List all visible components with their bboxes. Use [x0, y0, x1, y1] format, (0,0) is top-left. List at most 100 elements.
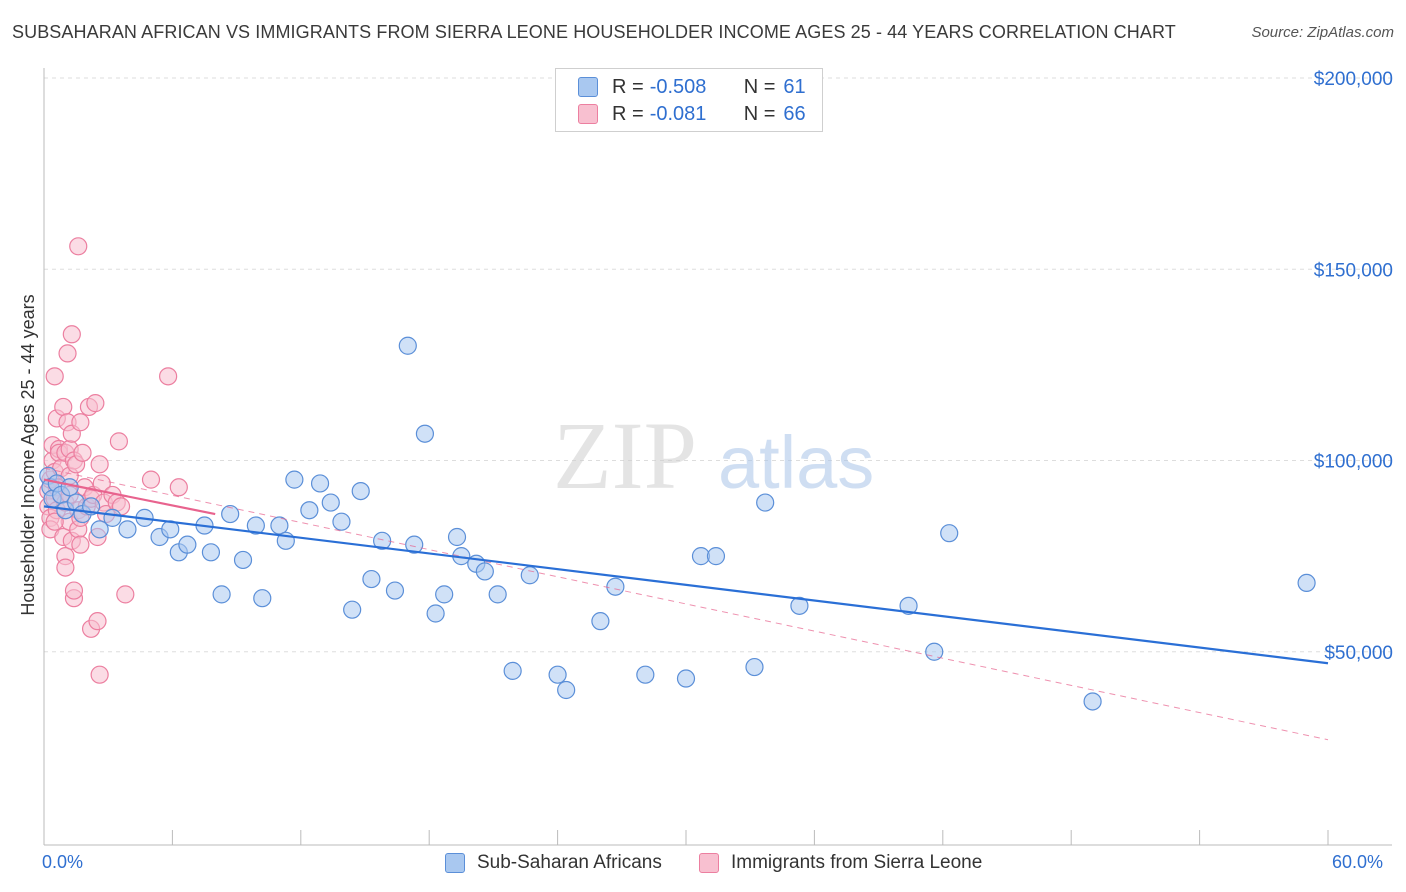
n-value: 66 — [783, 102, 806, 125]
blue-trend-line — [43, 505, 1329, 665]
blue-point — [343, 600, 362, 619]
source-credit: Source: ZipAtlas.com — [1251, 24, 1394, 41]
pink-point — [88, 612, 107, 631]
blue-swatch-icon — [445, 853, 465, 873]
pink-point — [71, 413, 90, 432]
blue-point — [90, 520, 109, 539]
watermark-zip: ZIP — [553, 402, 697, 509]
blue-point — [415, 424, 435, 443]
blue-point — [591, 612, 610, 631]
pink-point — [58, 344, 77, 363]
blue-point — [520, 566, 539, 585]
n-label: N = — [743, 102, 776, 125]
pink-swatch-icon — [578, 104, 598, 124]
axes — [43, 68, 1392, 846]
blue-point — [745, 657, 764, 677]
legend-row-blue: R = -0.508 N = 61 — [578, 74, 806, 100]
blue-point — [475, 562, 494, 581]
blue-series-points — [39, 336, 1316, 711]
blue-point — [212, 585, 231, 604]
blue-point — [426, 604, 445, 623]
pink-point — [45, 367, 64, 386]
blue-point — [103, 508, 122, 527]
blue-point — [405, 535, 424, 554]
legend-item-sierra-leone: Immigrants from Sierra Leone — [699, 850, 982, 876]
y-tick-label: $150,000 — [1314, 260, 1393, 281]
blue-point — [606, 577, 625, 596]
pink-point — [64, 581, 84, 600]
blue-point — [201, 543, 221, 562]
blue-point — [1083, 692, 1102, 711]
pink-point — [62, 325, 81, 344]
y-tick-label: $100,000 — [1314, 452, 1393, 473]
x-tick-max: 60.0% — [1332, 852, 1384, 872]
blue-point — [285, 470, 304, 489]
pink-swatch-icon — [699, 853, 719, 873]
blue-swatch-icon — [578, 77, 598, 97]
pink-point — [86, 394, 105, 413]
blue-point — [253, 589, 272, 608]
blue-point — [321, 493, 340, 512]
blue-point — [221, 504, 240, 524]
n-label: N = — [743, 75, 776, 98]
blue-point — [60, 478, 79, 497]
pink-point — [169, 478, 188, 497]
pink-point — [54, 397, 73, 417]
legend-item-sub-saharan: Sub-Saharan Africans — [445, 850, 662, 876]
blue-point — [178, 535, 197, 554]
y-tick-label: $200,000 — [1314, 69, 1393, 90]
blue-point — [899, 596, 918, 615]
legend-label: Sub-Saharan Africans — [477, 852, 662, 873]
pink-point — [90, 455, 109, 474]
pink-point — [109, 432, 129, 451]
pink-point — [116, 585, 135, 604]
n-value: 61 — [783, 75, 806, 98]
pink-point — [141, 470, 161, 489]
trend-lines — [43, 467, 1329, 741]
r-value: -0.081 — [649, 102, 707, 125]
blue-point — [790, 596, 809, 615]
blue-point — [1297, 573, 1316, 593]
blue-point — [351, 482, 370, 501]
blue-point — [548, 665, 567, 684]
blue-point — [118, 520, 137, 539]
pink-trend-dashed — [43, 467, 1329, 741]
r-label: R = — [612, 102, 644, 125]
r-value: -0.508 — [649, 75, 707, 98]
blue-point — [233, 550, 253, 570]
blue-point — [435, 585, 454, 604]
y-axis-label: Householder Income Ages 25 - 44 years — [18, 294, 38, 615]
blue-point — [940, 524, 959, 543]
blue-point — [373, 531, 392, 550]
pink-point — [73, 443, 92, 462]
blue-point — [636, 665, 655, 684]
blue-point — [362, 569, 381, 589]
watermark-atlas: atlas — [718, 421, 874, 504]
pink-point — [56, 558, 75, 577]
pink-point — [159, 367, 178, 386]
blue-point — [385, 581, 405, 600]
legend-label: Immigrants from Sierra Leone — [731, 852, 983, 873]
x-tick-min: 0.0% — [42, 852, 84, 872]
pink-trend-line — [43, 478, 216, 516]
blue-point — [756, 493, 775, 512]
pink-point — [45, 512, 64, 531]
pink-point — [69, 237, 88, 256]
blue-point — [300, 501, 319, 520]
blue-point — [332, 512, 351, 531]
chart-title: SUBSAHARAN AFRICAN VS IMMIGRANTS FROM SI… — [12, 22, 1176, 42]
blue-point — [270, 516, 289, 535]
watermark: ZIP atlas — [553, 402, 874, 509]
blue-point — [503, 661, 522, 680]
pink-point — [90, 665, 109, 684]
correlation-legend: R = -0.508 N = 61 R = -0.081 N = 66 — [555, 68, 823, 132]
y-tick-label: $50,000 — [1324, 643, 1393, 664]
legend-row-pink: R = -0.081 N = 66 — [578, 101, 806, 127]
blue-point — [557, 680, 576, 700]
blue-point — [246, 516, 265, 535]
blue-point — [398, 336, 417, 355]
blue-point — [488, 585, 507, 604]
blue-point — [447, 527, 467, 547]
y-tick-labels: $50,000 $100,000 $150,000 $200,000 — [1314, 69, 1393, 664]
